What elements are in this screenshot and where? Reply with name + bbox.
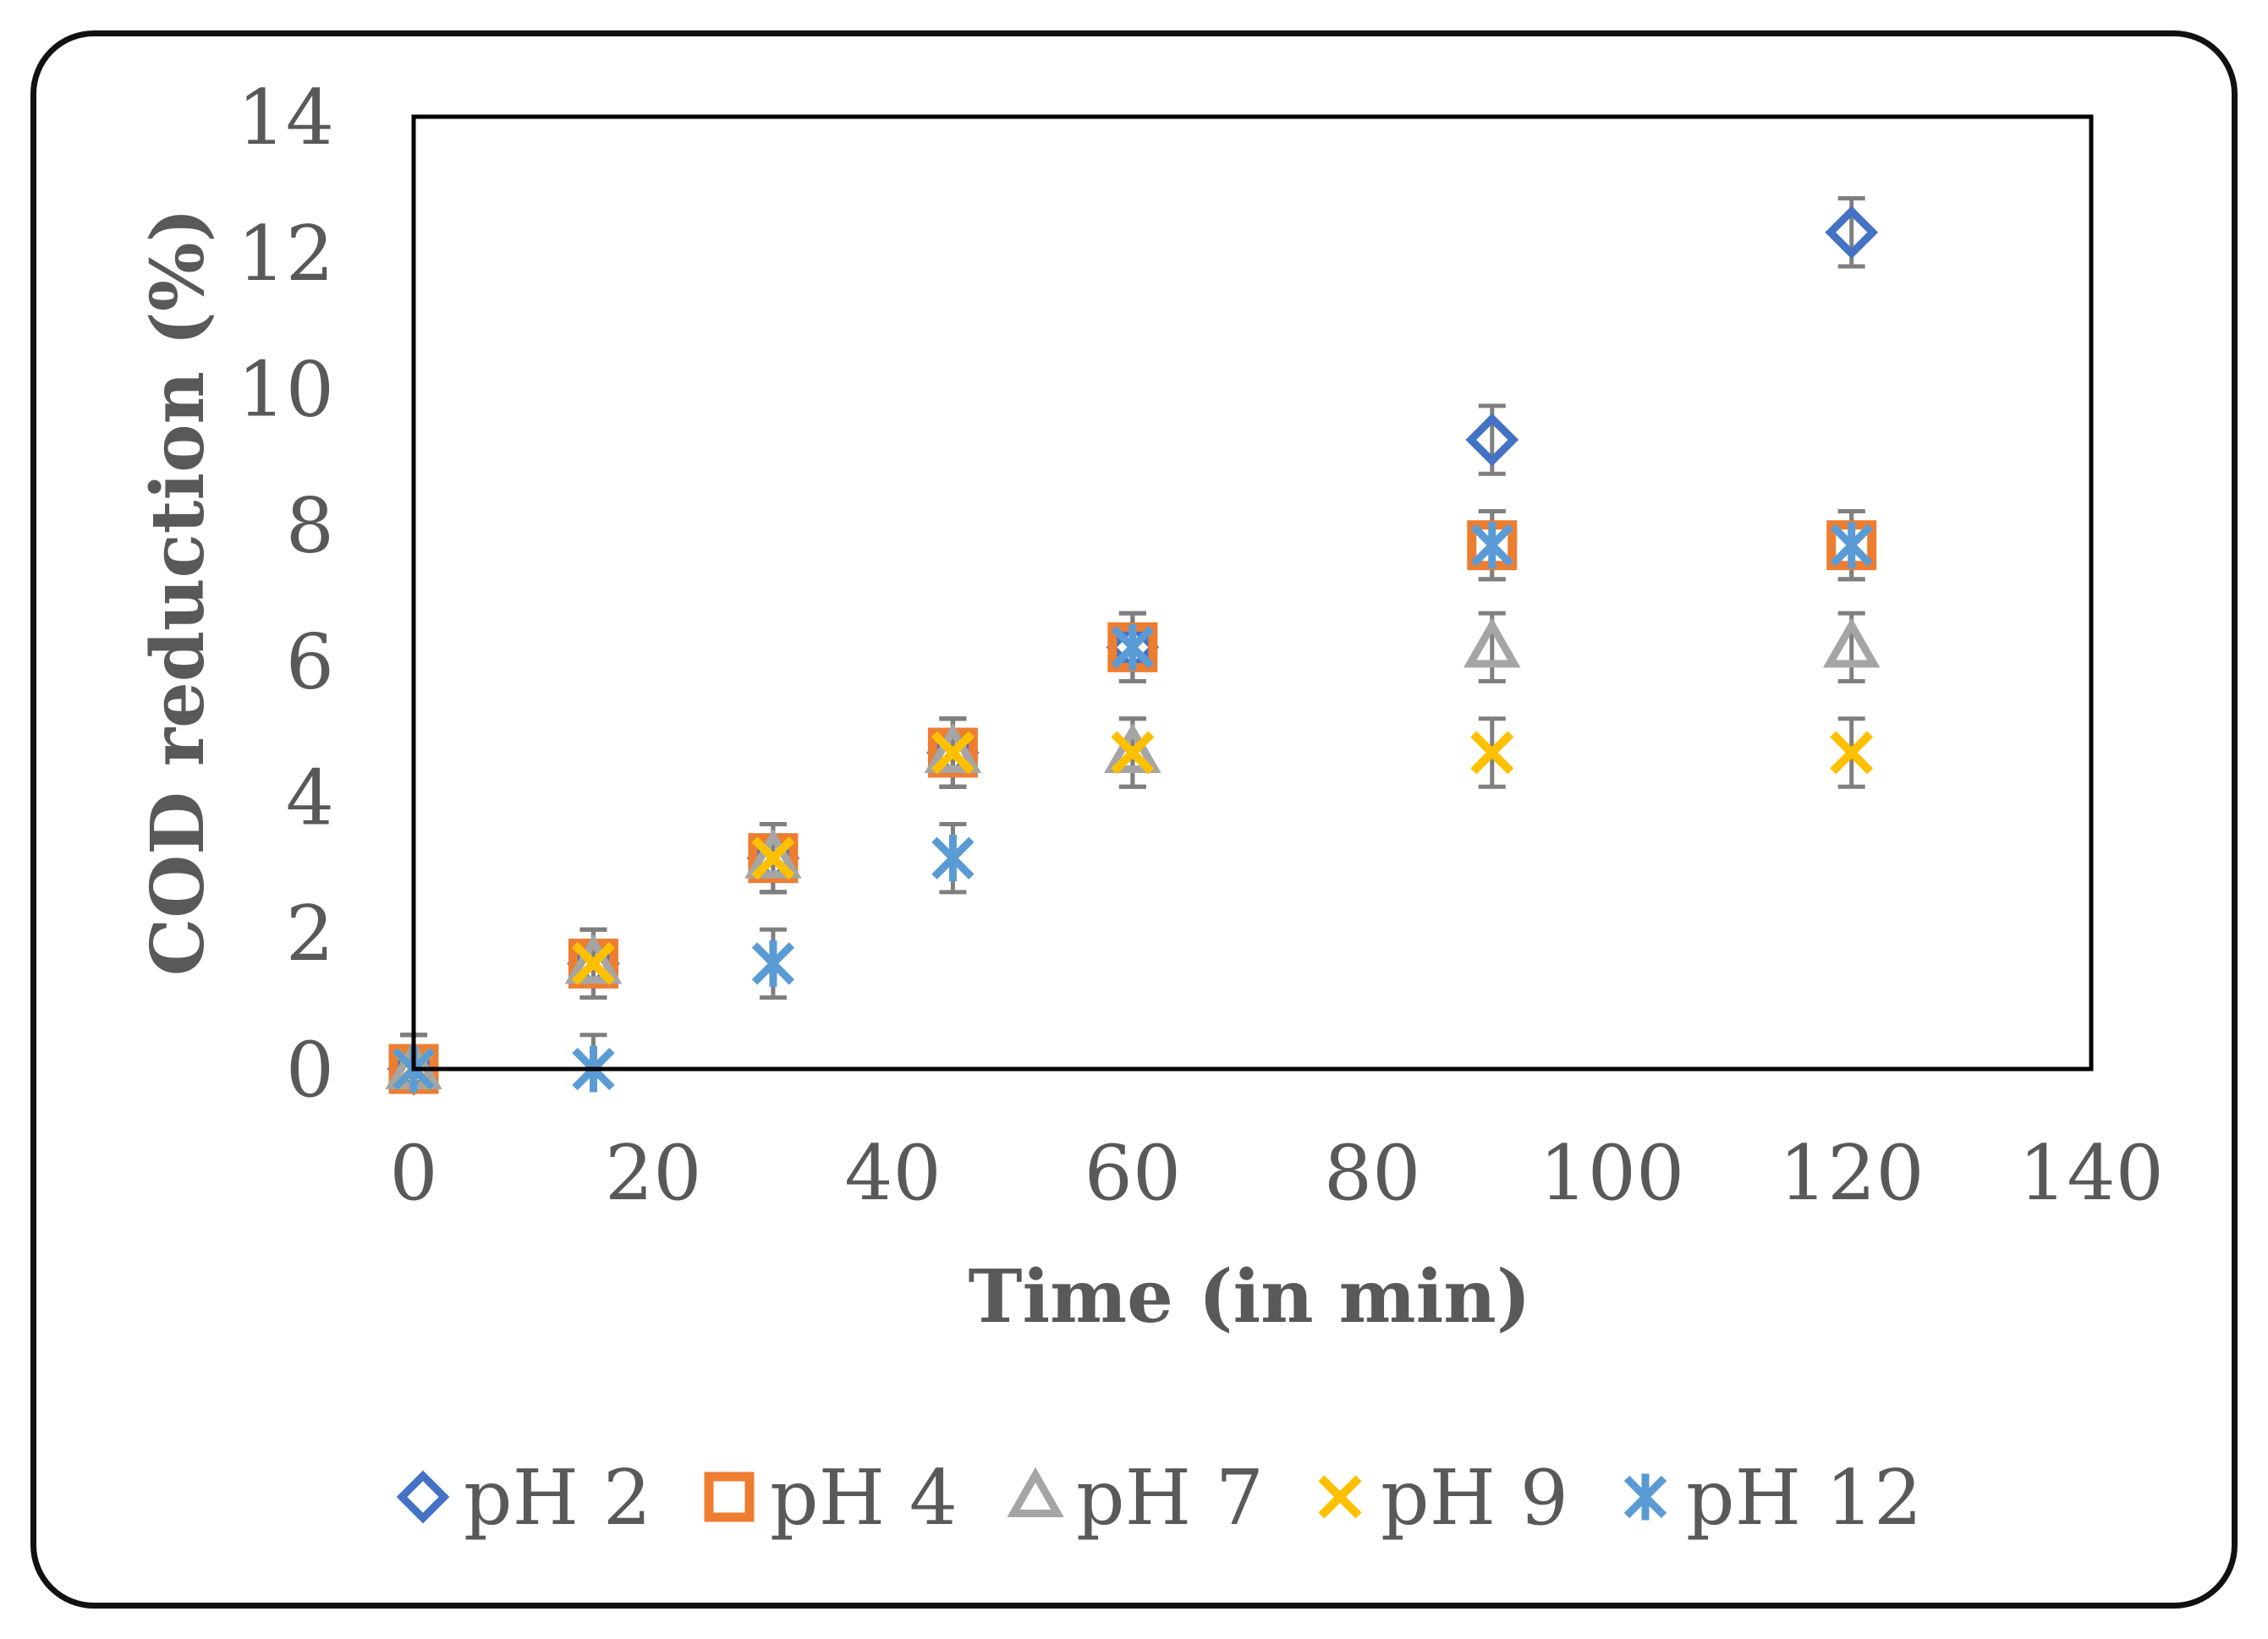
- legend-marker: [1623, 1473, 1667, 1521]
- y-tick-label: 2: [286, 890, 334, 978]
- data-point: [931, 731, 975, 775]
- data-point: [571, 941, 615, 985]
- legend-item: pH 9: [1318, 1454, 1568, 1543]
- x-tick-label: 60: [1085, 1129, 1182, 1218]
- data-point: [924, 722, 982, 774]
- x-tick-label: 100: [1540, 1129, 1685, 1218]
- legend-item: pH 4: [704, 1454, 958, 1543]
- legend-marker: [1007, 1466, 1064, 1517]
- data-point: [1822, 617, 1881, 668]
- data-point: [564, 934, 623, 984]
- data-point: [1111, 731, 1155, 775]
- legend-marker: [704, 1472, 755, 1522]
- x-axis-title: Time (in min): [968, 1254, 1530, 1340]
- legend: pH 2 pH 4 pH 7 pH 9 pH 12: [396, 1454, 1922, 1543]
- legend-item: pH 2: [396, 1454, 651, 1543]
- data-point: [931, 835, 975, 882]
- legend-marker: [1318, 1475, 1362, 1519]
- y-tick-label: 0: [286, 1026, 334, 1115]
- y-tick-label: 8: [286, 482, 334, 571]
- data-point: [1111, 623, 1155, 671]
- data-markers: [385, 206, 1881, 1096]
- y-tick-label: 14: [237, 74, 334, 162]
- data-point: [1470, 731, 1514, 775]
- plot-area: [411, 114, 2094, 1072]
- x-tick-label: 20: [605, 1129, 702, 1218]
- data-point: [751, 940, 795, 987]
- data-point: [744, 828, 802, 879]
- legend-item: pH 12: [1623, 1454, 1922, 1543]
- y-tick-label: 12: [237, 210, 334, 299]
- y-axis-ticks: 0 2 4 6 8 10 12 14: [237, 74, 334, 1115]
- y-axis-title: COD reduction (%): [135, 208, 221, 976]
- chart-frame: [30, 30, 2238, 1609]
- data-point: [751, 836, 795, 880]
- legend-label: pH 9: [1381, 1454, 1568, 1543]
- x-tick-label: 140: [2018, 1129, 2164, 1218]
- x-tick-label: 80: [1324, 1129, 1421, 1218]
- data-point: [1830, 522, 1873, 569]
- data-point: [1463, 617, 1521, 668]
- data-point: [1465, 413, 1519, 467]
- data-point: [1825, 206, 1879, 260]
- legend-label: pH 4: [770, 1454, 958, 1543]
- x-tick-label: 120: [1779, 1129, 1925, 1218]
- y-tick-label: 4: [286, 754, 334, 842]
- x-tick-label: 40: [844, 1129, 942, 1218]
- y-tick-label: 10: [237, 346, 334, 435]
- data-point: [1830, 731, 1874, 775]
- data-point: [1104, 722, 1161, 774]
- legend-label: pH 2: [464, 1454, 651, 1543]
- legend-item: pH 7: [1007, 1454, 1264, 1543]
- x-tick-label: 0: [389, 1129, 437, 1218]
- data-point: [1470, 522, 1513, 569]
- x-axis-ticks: 0 20 40 60 80 100 120 140: [389, 1129, 2164, 1218]
- legend-marker: [396, 1470, 450, 1524]
- y-tick-label: 6: [286, 617, 334, 706]
- legend-label: pH 12: [1686, 1454, 1922, 1543]
- legend-label: pH 7: [1076, 1454, 1264, 1543]
